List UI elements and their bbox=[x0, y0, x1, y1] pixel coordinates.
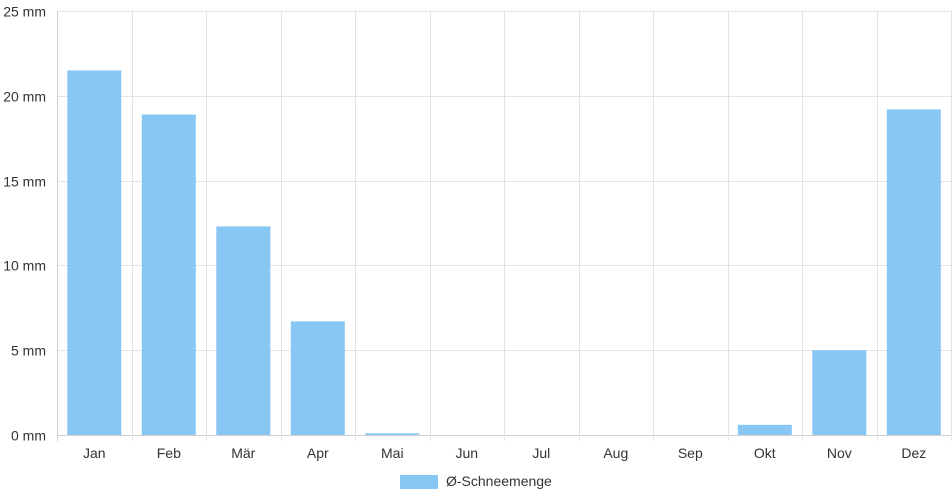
x-tick-label: Mär bbox=[231, 445, 255, 461]
bar-1[interactable] bbox=[141, 114, 196, 436]
y-axis-ticks: 0 mm 5 mm 10 mm 15 mm 20 mm 25 mm bbox=[3, 4, 46, 444]
y-tick-label: 0 mm bbox=[11, 428, 46, 444]
y-tick-label: 5 mm bbox=[11, 343, 46, 359]
x-tick-label: Jun bbox=[456, 445, 479, 461]
bar-11[interactable] bbox=[886, 109, 941, 436]
bars bbox=[67, 70, 941, 436]
x-tick-label: Dez bbox=[901, 445, 926, 461]
y-tick-label: 15 mm bbox=[3, 174, 46, 190]
x-tick-label: Nov bbox=[827, 445, 852, 461]
grid bbox=[57, 11, 952, 441]
y-tick-label: 25 mm bbox=[3, 4, 46, 20]
x-tick-label: Sep bbox=[678, 445, 703, 461]
x-tick-label: Feb bbox=[157, 445, 181, 461]
bar-3[interactable] bbox=[290, 321, 345, 435]
legend-swatch bbox=[400, 475, 438, 489]
bar-4[interactable] bbox=[365, 433, 420, 435]
x-tick-label: Apr bbox=[307, 445, 329, 461]
legend-label: Ø-Schneemenge bbox=[446, 473, 552, 489]
x-axis-ticks: Jan Feb Mär Apr Mai Jun Jul Aug Sep Okt Nov Dez bbox=[83, 445, 926, 461]
bar-10[interactable] bbox=[812, 350, 867, 435]
y-tick-label: 10 mm bbox=[3, 258, 46, 274]
x-tick-label: Aug bbox=[603, 445, 628, 461]
x-tick-label: Mai bbox=[381, 445, 404, 461]
bar-2[interactable] bbox=[216, 226, 271, 435]
bar-0[interactable] bbox=[67, 70, 122, 436]
x-tick-label: Okt bbox=[754, 445, 776, 461]
x-tick-label: Jan bbox=[83, 445, 106, 461]
y-tick-label: 20 mm bbox=[3, 89, 46, 105]
legend[interactable]: Ø-Schneemenge bbox=[400, 473, 552, 489]
bar-9[interactable] bbox=[737, 424, 792, 435]
x-tick-label: Jul bbox=[532, 445, 550, 461]
